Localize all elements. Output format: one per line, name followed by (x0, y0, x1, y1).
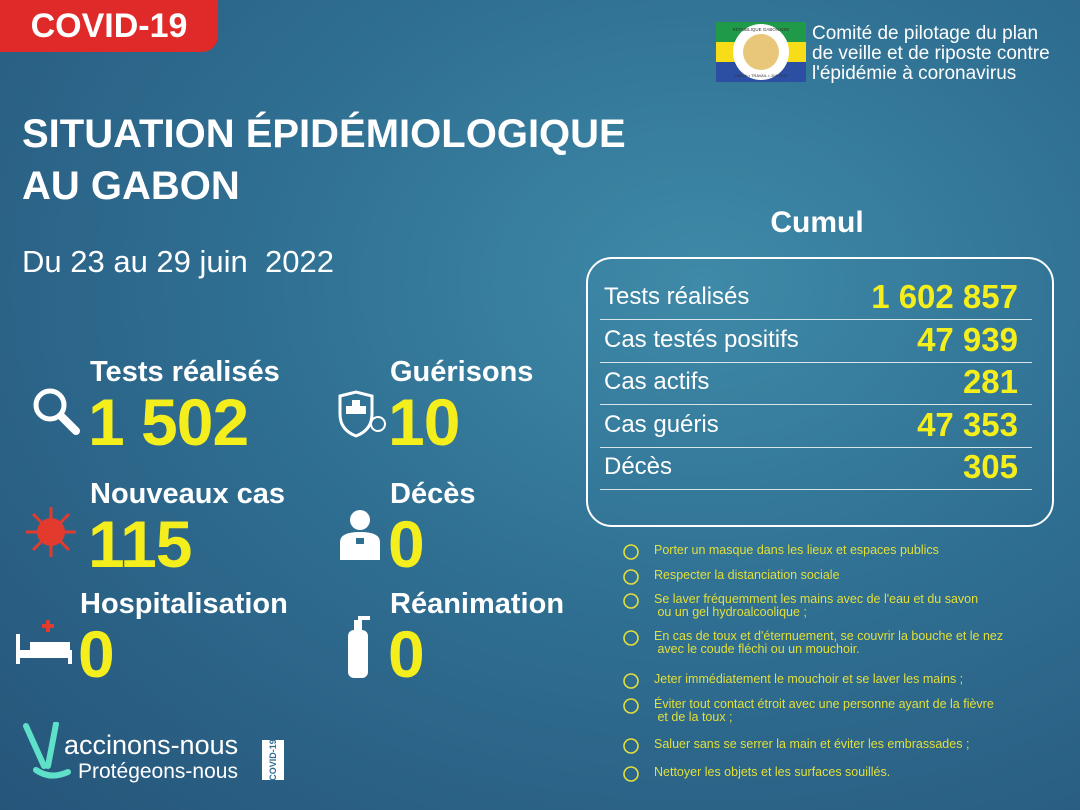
footer-tag: COVID-19 (262, 739, 284, 781)
cumul-box (586, 257, 1054, 527)
footer-line: Protégeons-nous (78, 760, 238, 783)
stat-value: 0 (388, 617, 425, 691)
tip-line: et de la toux ; (654, 710, 733, 724)
tip-icon-shape (623, 544, 639, 560)
tip-icon (620, 542, 642, 562)
footer-line: accinons-nous (64, 730, 239, 760)
cumul-separator (600, 404, 1032, 405)
stat-value: 0 (388, 507, 425, 581)
cumul-separator (600, 489, 1032, 490)
cumul-value: 281 (962, 363, 1018, 400)
tip-line: avec le coude fléchi ou un mouchoir. (654, 642, 860, 656)
icon-oxygen (348, 616, 370, 678)
tip-line: Se laver fréquemment les mains avec de l… (654, 592, 979, 606)
cumul-label: Cas testés positifs (604, 325, 799, 353)
footer-tag-text: COVID-19 (268, 739, 278, 781)
stat-label: Tests réalisés (90, 356, 280, 388)
stat-value: 10 (388, 385, 460, 459)
tip-icon-shape (623, 738, 639, 754)
tip-icon (620, 567, 642, 587)
stat-label: Réanimation (390, 588, 565, 620)
cumul-value: 305 (962, 448, 1018, 485)
org-line: l'épidémie à coronavirus (812, 63, 1017, 84)
tip-line: Éviter tout contact étroit avec une pers… (654, 697, 994, 711)
stat-label: Décès (390, 478, 476, 510)
tip-icon-shape (623, 698, 639, 714)
cumul-separator (600, 319, 1032, 320)
icon-search (33, 388, 80, 435)
period: Du 23 au 29 juin 2022 (22, 244, 334, 279)
stat-value: 0 (78, 617, 115, 691)
org-line: de veille et de riposte contre (812, 43, 1050, 64)
tip-icon-shape (623, 630, 639, 646)
tip-line: En cas de toux et d'éternuement, se couv… (654, 629, 1004, 643)
icon-bed (16, 620, 72, 664)
cumul-label: Tests réalisés (604, 283, 750, 310)
tip-line: Jeter immédiatement le mouchoir et se la… (654, 672, 964, 686)
tip-icon-shape (623, 569, 639, 585)
tip-icon (620, 736, 642, 756)
title-line: SITUATION ÉPIDÉMIOLOGIQUE (22, 112, 626, 156)
footer-hand (23, 722, 71, 779)
tip-icon (620, 696, 642, 716)
badge: COVID-19 (0, 0, 218, 52)
stat-value: 1 502 (88, 385, 249, 459)
cumul-value: 47 939 (917, 320, 1018, 358)
icon-shield (338, 390, 386, 438)
tip-line: Respecter la distanciation sociale (654, 568, 840, 582)
tip-icon (620, 764, 642, 784)
title-line: AU GABON (22, 164, 240, 208)
stat-label: Nouveaux cas (90, 478, 286, 510)
cumul-value: 1 602 857 (871, 278, 1018, 315)
icon-virus (26, 507, 76, 557)
stat-value: 115 (88, 507, 192, 581)
icon-person (340, 510, 380, 560)
cumul-label: Cas actifs (604, 368, 710, 395)
cumul-separator (600, 446, 1032, 448)
cumul-title: Cumul (770, 206, 864, 239)
org-line: Comité de pilotage du plan (812, 23, 1039, 44)
cumul-label: Cas guéris (604, 410, 719, 438)
tip-icon (620, 628, 642, 648)
tip-icon-shape (623, 766, 639, 782)
seal-top: RÉPUBLIQUE GABONAISE (733, 26, 790, 32)
tip-line: ou un gel hydroalcoolique ; (654, 605, 807, 619)
stat-label: Guérisons (390, 356, 534, 388)
flag-logo: RÉPUBLIQUE GABONAISE UNION • TRAVAIL • J… (716, 22, 806, 82)
cumul-value: 47 353 (917, 405, 1018, 443)
tip-icon (620, 591, 642, 611)
cumul-separator (600, 361, 1032, 363)
tip-icon-shape (623, 593, 639, 609)
tip-line: Porter un masque dans les lieux et espac… (654, 543, 939, 557)
cumul-label: Décès (604, 453, 673, 480)
seal-bottom: UNION • TRAVAIL • JUSTICE (735, 73, 788, 78)
tip-icon-shape (623, 673, 639, 689)
tip-icon (620, 671, 642, 691)
tip-line: Nettoyer les objets et les surfaces soui… (654, 765, 891, 779)
tip-line: Saluer sans se serrer la main et éviter … (654, 737, 970, 751)
stat-label: Hospitalisation (80, 588, 288, 620)
